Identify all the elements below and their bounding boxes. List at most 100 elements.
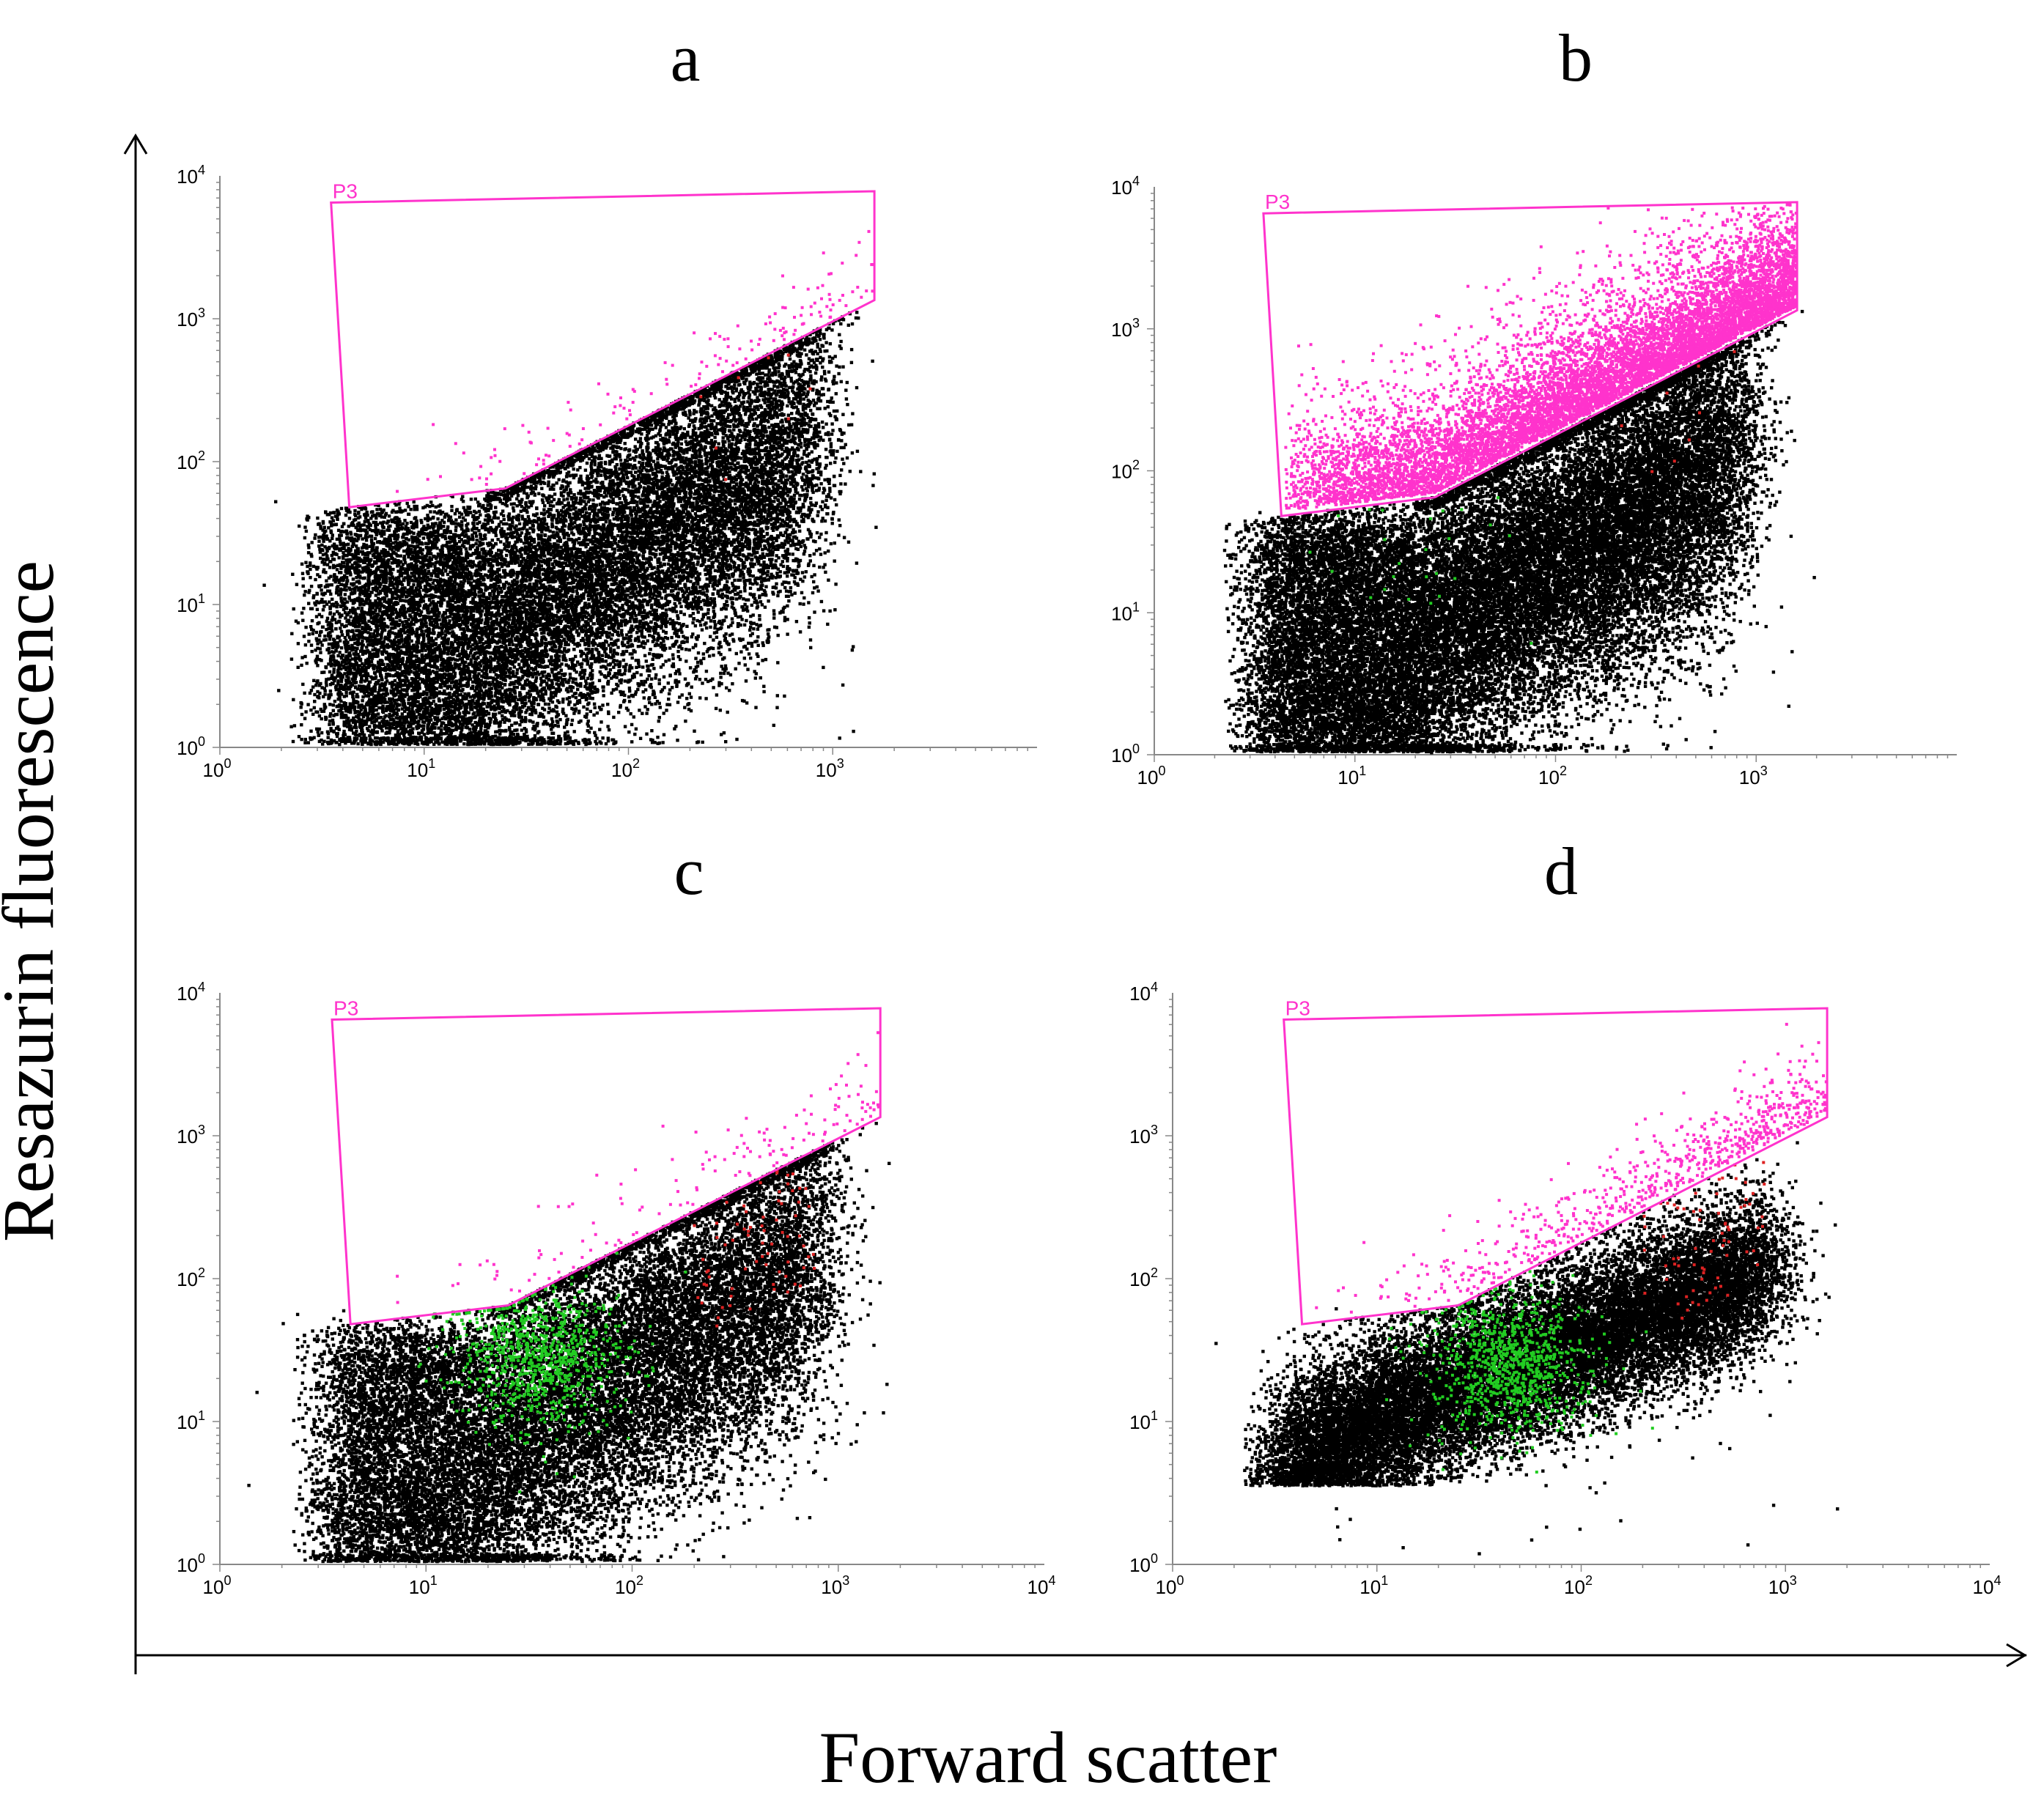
ungated-event: [547, 481, 550, 484]
y-tick-label: 102: [177, 448, 205, 473]
ungated-event: [764, 606, 767, 609]
ungated-event: [667, 681, 670, 684]
ungated-event: [833, 541, 836, 544]
ungated-event: [311, 541, 314, 544]
ungated-event: [697, 651, 700, 654]
ungated-event: [733, 383, 736, 386]
ungated-event: [824, 407, 827, 410]
ungated-event: [370, 721, 373, 724]
ungated-event: [512, 502, 515, 505]
ungated-event: [316, 655, 319, 658]
ungated-event: [491, 539, 494, 541]
ungated-event: [835, 450, 838, 453]
ungated-event: [834, 456, 837, 459]
ungated-event: [557, 725, 560, 728]
ungated-event: [543, 504, 546, 507]
ungated-event: [512, 506, 514, 509]
ungated-event: [833, 410, 835, 413]
ungated-event: [731, 438, 734, 441]
x-tick-label: 101: [407, 756, 435, 781]
ungated-event: [289, 725, 292, 728]
ungated-event: [353, 653, 356, 656]
ungated-event: [789, 544, 792, 547]
ungated-event: [676, 739, 679, 742]
x-tick-label: 100: [203, 756, 232, 781]
ungated-event: [372, 587, 375, 590]
ungated-event: [775, 706, 778, 709]
ungated-event: [686, 640, 689, 643]
ungated-event: [501, 509, 504, 512]
y-tick-label: 104: [177, 163, 205, 188]
ungated-event: [744, 663, 747, 666]
ungated-event: [297, 642, 300, 645]
ungated-event: [671, 483, 674, 486]
ungated-event: [847, 424, 850, 426]
ungated-event: [678, 602, 681, 605]
ungated-event: [824, 464, 827, 467]
ungated-event: [325, 681, 328, 684]
x-tick-label: 102: [611, 756, 640, 781]
ungated-event: [827, 550, 830, 552]
ungated-event: [598, 454, 601, 457]
ungated-event: [454, 512, 457, 515]
ungated-event: [320, 731, 323, 734]
ungated-event: [635, 671, 638, 674]
ungated-event: [543, 555, 546, 558]
y-tick-label: 103: [177, 306, 205, 330]
ungated-event: [776, 594, 779, 597]
ungated-event: [756, 628, 759, 631]
ungated-event: [599, 474, 602, 477]
ungated-event: [726, 580, 728, 583]
panel-letter-a: a: [671, 21, 701, 95]
ungated-event: [813, 573, 816, 576]
ungated-event: [809, 559, 812, 562]
ungated-event: [326, 617, 329, 620]
ungated-event: [828, 610, 831, 613]
ungated-event: [589, 657, 592, 660]
ungated-events: [262, 311, 877, 746]
ungated-event: [748, 629, 751, 632]
ungated-event: [742, 609, 745, 612]
ungated-event: [668, 659, 671, 662]
ungated-event: [588, 739, 591, 742]
ungated-event: [557, 713, 560, 716]
ungated-event: [297, 666, 300, 669]
ungated-event: [838, 333, 841, 336]
ungated-event: [805, 353, 808, 356]
ungated-event: [722, 436, 725, 439]
ungated-event: [290, 657, 293, 660]
ungated-event: [311, 713, 314, 716]
ungated-event: [720, 733, 723, 736]
ungated-event: [809, 638, 812, 641]
ungated-event: [816, 589, 819, 592]
ungated-event: [460, 520, 463, 523]
ungated-event: [621, 633, 624, 636]
ungated-event: [617, 626, 620, 629]
ungated-event: [313, 536, 316, 539]
ungated-event: [803, 483, 806, 486]
ungated-event: [550, 717, 553, 720]
ungated-event: [790, 594, 793, 596]
ungated-event: [821, 500, 824, 503]
ungated-event: [624, 442, 627, 445]
ungated-event: [725, 615, 728, 618]
ungated-event: [800, 456, 803, 459]
ungated-event: [645, 711, 648, 714]
ungated-event: [816, 510, 819, 513]
ungated-event: [838, 518, 841, 521]
ungated-event: [851, 412, 854, 415]
y-tick-label: 101: [177, 591, 205, 616]
ungated-event: [824, 571, 827, 574]
ungated-event: [654, 696, 657, 699]
x-axis-title: Forward scatter: [819, 1717, 1277, 1798]
ungated-event: [710, 404, 713, 407]
ungated-event: [808, 626, 811, 629]
ungated-event: [842, 462, 845, 465]
ungated-event: [701, 628, 704, 631]
x-tick-label: 103: [816, 756, 844, 781]
ungated-event: [304, 561, 307, 564]
ungated-event: [325, 684, 328, 687]
y-axis-title: Resazurin fluorescence: [0, 561, 69, 1242]
